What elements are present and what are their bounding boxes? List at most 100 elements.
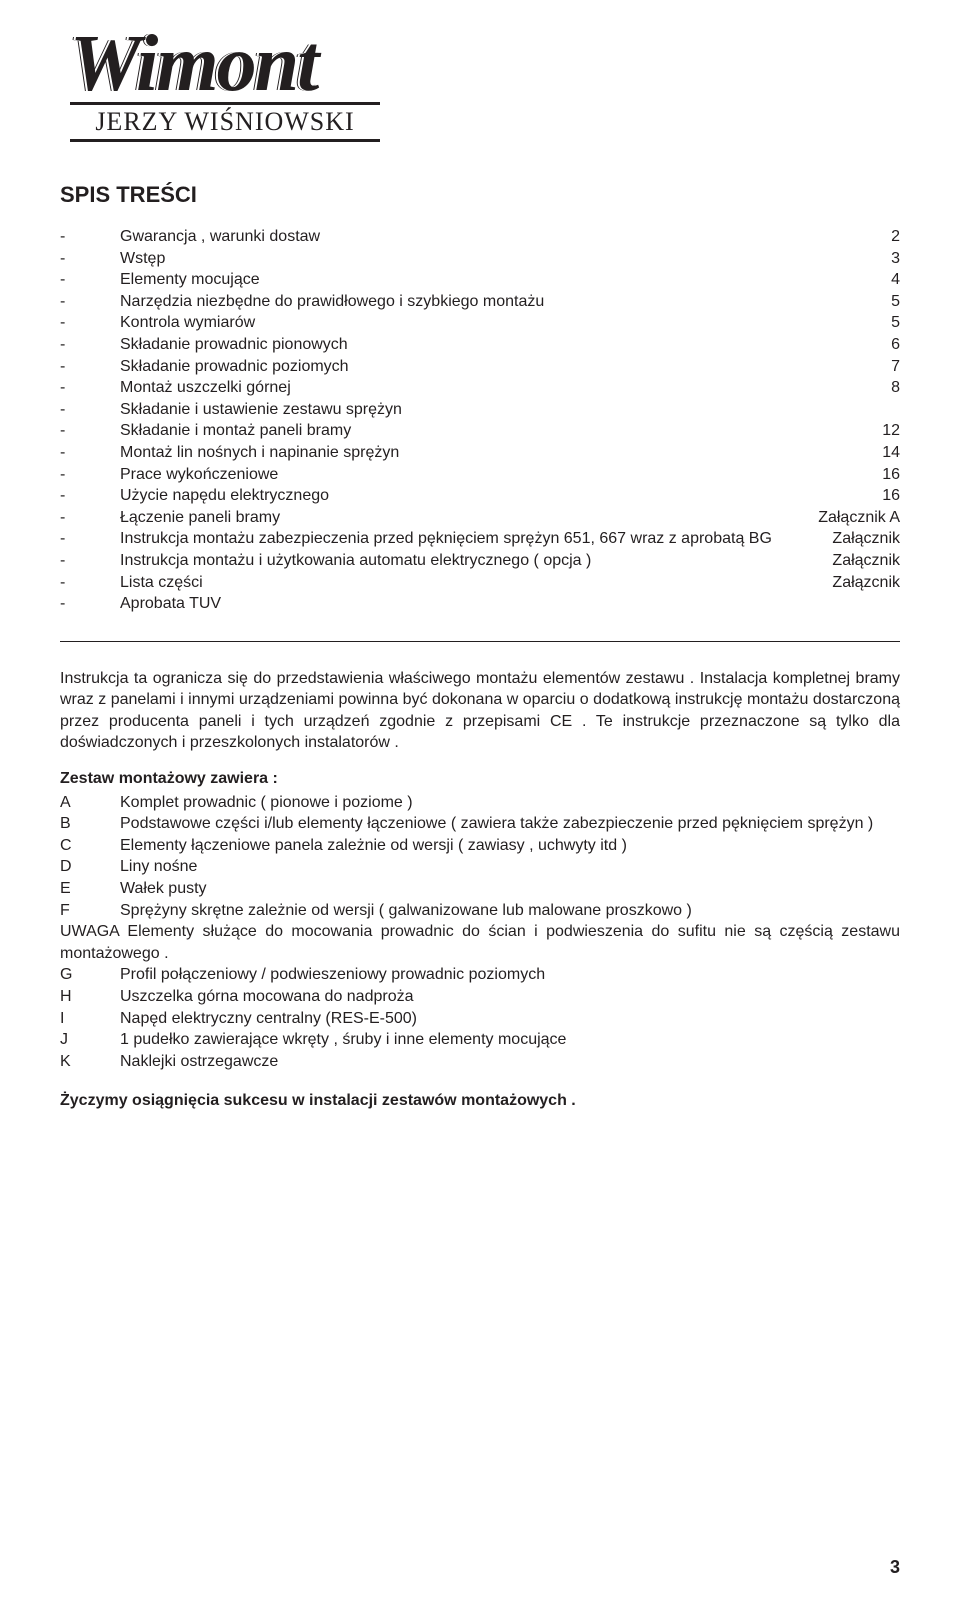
table-of-contents: -Gwarancja , warunki dostaw2-Wstęp3-Elem… bbox=[60, 226, 900, 615]
toc-dash: - bbox=[60, 399, 120, 421]
list-letter: E bbox=[60, 878, 120, 900]
toc-value: 14 bbox=[780, 442, 900, 464]
toc-value: 3 bbox=[780, 248, 900, 270]
list-text: Liny nośne bbox=[120, 856, 900, 878]
page-number: 3 bbox=[890, 1557, 900, 1578]
list-letter: H bbox=[60, 986, 120, 1008]
toc-label: Łączenie paneli bramy bbox=[120, 507, 780, 529]
list-letter: I bbox=[60, 1008, 120, 1030]
toc-dash: - bbox=[60, 312, 120, 334]
list-item: EWałek pusty bbox=[60, 878, 900, 900]
toc-value: 4 bbox=[780, 269, 900, 291]
toc-value: 7 bbox=[780, 356, 900, 378]
toc-dash: - bbox=[60, 442, 120, 464]
toc-dash: - bbox=[60, 507, 120, 529]
list-item: BPodstawowe części i/lub elementy łączen… bbox=[60, 813, 900, 835]
toc-row: -Lista częściZałązcnik bbox=[60, 572, 900, 594]
logo-subtitle: JERZY WIŚNIOWSKI bbox=[70, 102, 380, 142]
list-text: Podstawowe części i/lub elementy łączeni… bbox=[120, 813, 900, 835]
toc-dash: - bbox=[60, 226, 120, 248]
note-uwaga: UWAGA Elementy służące do mocowania prow… bbox=[60, 921, 900, 964]
toc-label: Składanie i montaż paneli bramy bbox=[120, 420, 780, 442]
list-text: Uszczelka górna mocowana do nadproża bbox=[120, 986, 900, 1008]
toc-row: -Prace wykończeniowe16 bbox=[60, 464, 900, 486]
toc-label: Prace wykończeniowe bbox=[120, 464, 780, 486]
toc-row: -Składanie i ustawienie zestawu sprężyn bbox=[60, 399, 900, 421]
kit-list-b: GProfil połączeniowy / podwieszeniowy pr… bbox=[60, 964, 900, 1072]
list-text: 1 pudełko zawierające wkręty , śruby i i… bbox=[120, 1029, 900, 1051]
toc-dash: - bbox=[60, 269, 120, 291]
toc-row: -Gwarancja , warunki dostaw2 bbox=[60, 226, 900, 248]
toc-row: -Łączenie paneli bramyZałącznik A bbox=[60, 507, 900, 529]
toc-row: -Składanie prowadnic pionowych6 bbox=[60, 334, 900, 356]
closing-line: Życzymy osiągnięcia sukcesu w instalacji… bbox=[60, 1090, 900, 1112]
toc-row: -Składanie i montaż paneli bramy12 bbox=[60, 420, 900, 442]
toc-label: Instrukcja montażu i użytkowania automat… bbox=[120, 550, 780, 572]
list-item: HUszczelka górna mocowana do nadproża bbox=[60, 986, 900, 1008]
list-item: DLiny nośne bbox=[60, 856, 900, 878]
toc-dash: - bbox=[60, 593, 120, 615]
toc-dash: - bbox=[60, 550, 120, 572]
toc-dash: - bbox=[60, 420, 120, 442]
list-text: Elementy łączeniowe panela zależnie od w… bbox=[120, 835, 900, 857]
list-item: KNaklejki ostrzegawcze bbox=[60, 1051, 900, 1073]
toc-dash: - bbox=[60, 572, 120, 594]
list-letter: A bbox=[60, 792, 120, 814]
list-text: Profil połączeniowy / podwieszeniowy pro… bbox=[120, 964, 900, 986]
list-letter: C bbox=[60, 835, 120, 857]
list-text: Naklejki ostrzegawcze bbox=[120, 1051, 900, 1073]
toc-label: Kontrola wymiarów bbox=[120, 312, 780, 334]
toc-row: -Kontrola wymiarów5 bbox=[60, 312, 900, 334]
toc-label: Gwarancja , warunki dostaw bbox=[120, 226, 780, 248]
toc-value: 5 bbox=[780, 312, 900, 334]
toc-value: 8 bbox=[780, 377, 900, 399]
toc-dash: - bbox=[60, 291, 120, 313]
toc-label: Użycie napędu elektrycznego bbox=[120, 485, 780, 507]
toc-label: Aprobata TUV bbox=[120, 593, 780, 615]
toc-label: Lista części bbox=[120, 572, 780, 594]
divider bbox=[60, 641, 900, 642]
toc-dash: - bbox=[60, 356, 120, 378]
toc-row: -Instrukcja montażu i użytkowania automa… bbox=[60, 550, 900, 572]
toc-row: -Użycie napędu elektrycznego16 bbox=[60, 485, 900, 507]
toc-label: Składanie prowadnic pionowych bbox=[120, 334, 780, 356]
toc-value: 2 bbox=[780, 226, 900, 248]
toc-value: 6 bbox=[780, 334, 900, 356]
toc-label: Montaż uszczelki górnej bbox=[120, 377, 780, 399]
list-letter: G bbox=[60, 964, 120, 986]
list-item: CElementy łączeniowe panela zależnie od … bbox=[60, 835, 900, 857]
body-text: Instrukcja ta ogranicza się do przedstaw… bbox=[60, 668, 900, 1112]
list-text: Napęd elektryczny centralny (RES-E-500) bbox=[120, 1008, 900, 1030]
list-letter: D bbox=[60, 856, 120, 878]
toc-row: -Instrukcja montażu zabezpieczenia przed… bbox=[60, 528, 900, 550]
toc-row: -Montaż uszczelki górnej8 bbox=[60, 377, 900, 399]
toc-label: Instrukcja montażu zabezpieczenia przed … bbox=[120, 528, 780, 550]
toc-value: Załącznik A bbox=[780, 507, 900, 529]
toc-dash: - bbox=[60, 334, 120, 356]
toc-value: Załązcnik bbox=[780, 572, 900, 594]
list-text: Wałek pusty bbox=[120, 878, 900, 900]
list-text: Sprężyny skrętne zależnie od wersji ( ga… bbox=[120, 900, 900, 922]
toc-row: -Elementy mocujące4 bbox=[60, 269, 900, 291]
toc-dash: - bbox=[60, 377, 120, 399]
list-text: Komplet prowadnic ( pionowe i poziome ) bbox=[120, 792, 900, 814]
toc-row: -Wstęp3 bbox=[60, 248, 900, 270]
toc-label: Elementy mocujące bbox=[120, 269, 780, 291]
toc-value: 5 bbox=[780, 291, 900, 313]
list-letter: F bbox=[60, 900, 120, 922]
toc-label: Narzędzia niezbędne do prawidłowego i sz… bbox=[120, 291, 780, 313]
list-item: INapęd elektryczny centralny (RES-E-500) bbox=[60, 1008, 900, 1030]
toc-dash: - bbox=[60, 464, 120, 486]
toc-row: -Montaż lin nośnych i napinanie sprężyn1… bbox=[60, 442, 900, 464]
list-item: AKomplet prowadnic ( pionowe i poziome ) bbox=[60, 792, 900, 814]
toc-label: Wstęp bbox=[120, 248, 780, 270]
toc-label: Montaż lin nośnych i napinanie sprężyn bbox=[120, 442, 780, 464]
list-letter: B bbox=[60, 813, 120, 835]
toc-value bbox=[780, 399, 900, 421]
toc-row: -Narzędzia niezbędne do prawidłowego i s… bbox=[60, 291, 900, 313]
toc-dash: - bbox=[60, 485, 120, 507]
logo-main: Wimont bbox=[70, 30, 900, 98]
list-letter: K bbox=[60, 1051, 120, 1073]
toc-value: 12 bbox=[780, 420, 900, 442]
toc-value: Załącznik bbox=[780, 550, 900, 572]
